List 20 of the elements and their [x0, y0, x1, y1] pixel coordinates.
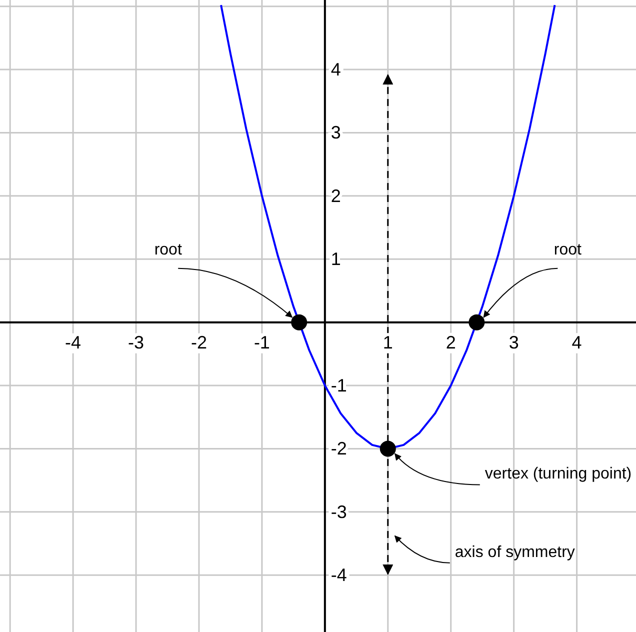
annotation: root [554, 241, 582, 258]
y-tick-label: -1 [330, 376, 347, 396]
x-tick-label: 3 [508, 332, 519, 352]
y-tick-label: -2 [330, 438, 347, 459]
y-tick-label: 3 [330, 122, 341, 143]
x-tick-label: -2 [190, 332, 207, 352]
x-tick-label: -4 [65, 332, 82, 352]
y-tick-label: 2 [330, 186, 341, 206]
y-tick-label: 4 [330, 60, 341, 80]
x-tick-label: -1 [254, 332, 270, 352]
x-tick-label: 4 [572, 332, 582, 352]
annotation: axis of symmetry [454, 544, 575, 561]
x-tick-label: -3 [128, 332, 144, 352]
annotation: root [154, 241, 182, 258]
x-tick-label: 2 [446, 332, 456, 352]
y-tick-label: -4 [330, 565, 347, 586]
annotation: vertex (turning point) [484, 466, 632, 483]
y-tick-label: -3 [330, 502, 347, 522]
x-tick-label: 1 [382, 332, 393, 352]
y-tick-label: 1 [330, 249, 341, 270]
